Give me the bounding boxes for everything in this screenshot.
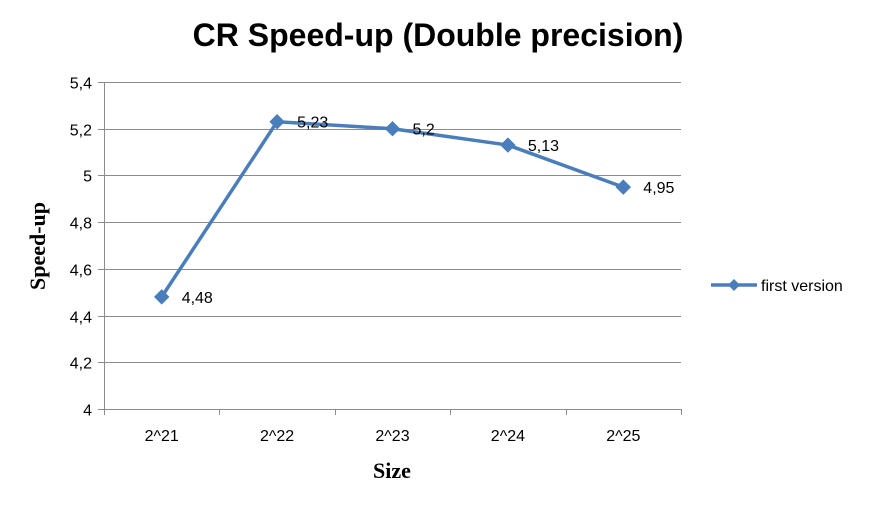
axes <box>98 82 682 415</box>
series-first-version <box>153 114 632 305</box>
x-tick-label: 2^22 <box>260 428 294 445</box>
x-tick-label: 2^24 <box>491 428 525 445</box>
y-tick-label: 5,2 <box>70 123 92 140</box>
x-tick-label: 2^25 <box>606 428 640 445</box>
y-tick-labels: 4 4,2 4,4 4,6 4,8 5 5,2 5,4 <box>70 76 92 420</box>
x-tick-label: 2^21 <box>145 428 179 445</box>
data-label: 5,2 <box>413 122 435 139</box>
x-axis-title: Size <box>373 458 411 483</box>
y-tick-label: 4,2 <box>70 356 92 373</box>
data-label: 4,95 <box>643 180 674 197</box>
data-point-marker <box>615 179 632 195</box>
legend-label: first version <box>761 278 843 295</box>
legend-marker <box>728 279 740 291</box>
chart-title: CR Speed-up (Double precision) <box>193 17 684 53</box>
data-point-marker <box>384 121 401 137</box>
data-labels: 4,48 5,23 5,2 5,13 4,95 <box>182 115 675 307</box>
y-tick-label: 4,4 <box>70 310 92 327</box>
x-tick-labels: 2^21 2^22 2^23 2^24 2^25 <box>145 428 641 445</box>
y-tick-label: 4,8 <box>70 216 92 233</box>
data-label: 5,23 <box>297 115 328 132</box>
data-point-marker <box>500 137 516 153</box>
y-tick-label: 4,6 <box>70 263 92 280</box>
data-point-marker <box>153 289 170 305</box>
y-axis-title: Speed-up <box>25 202 50 290</box>
data-label: 4,48 <box>182 290 213 307</box>
data-label: 5,13 <box>528 138 559 155</box>
x-tick-label: 2^23 <box>375 428 409 445</box>
y-tick-label: 4 <box>83 403 92 420</box>
y-tick-label: 5 <box>83 169 92 186</box>
legend: first version <box>711 278 843 295</box>
y-tick-label: 5,4 <box>70 76 92 93</box>
data-point-marker <box>269 114 285 130</box>
